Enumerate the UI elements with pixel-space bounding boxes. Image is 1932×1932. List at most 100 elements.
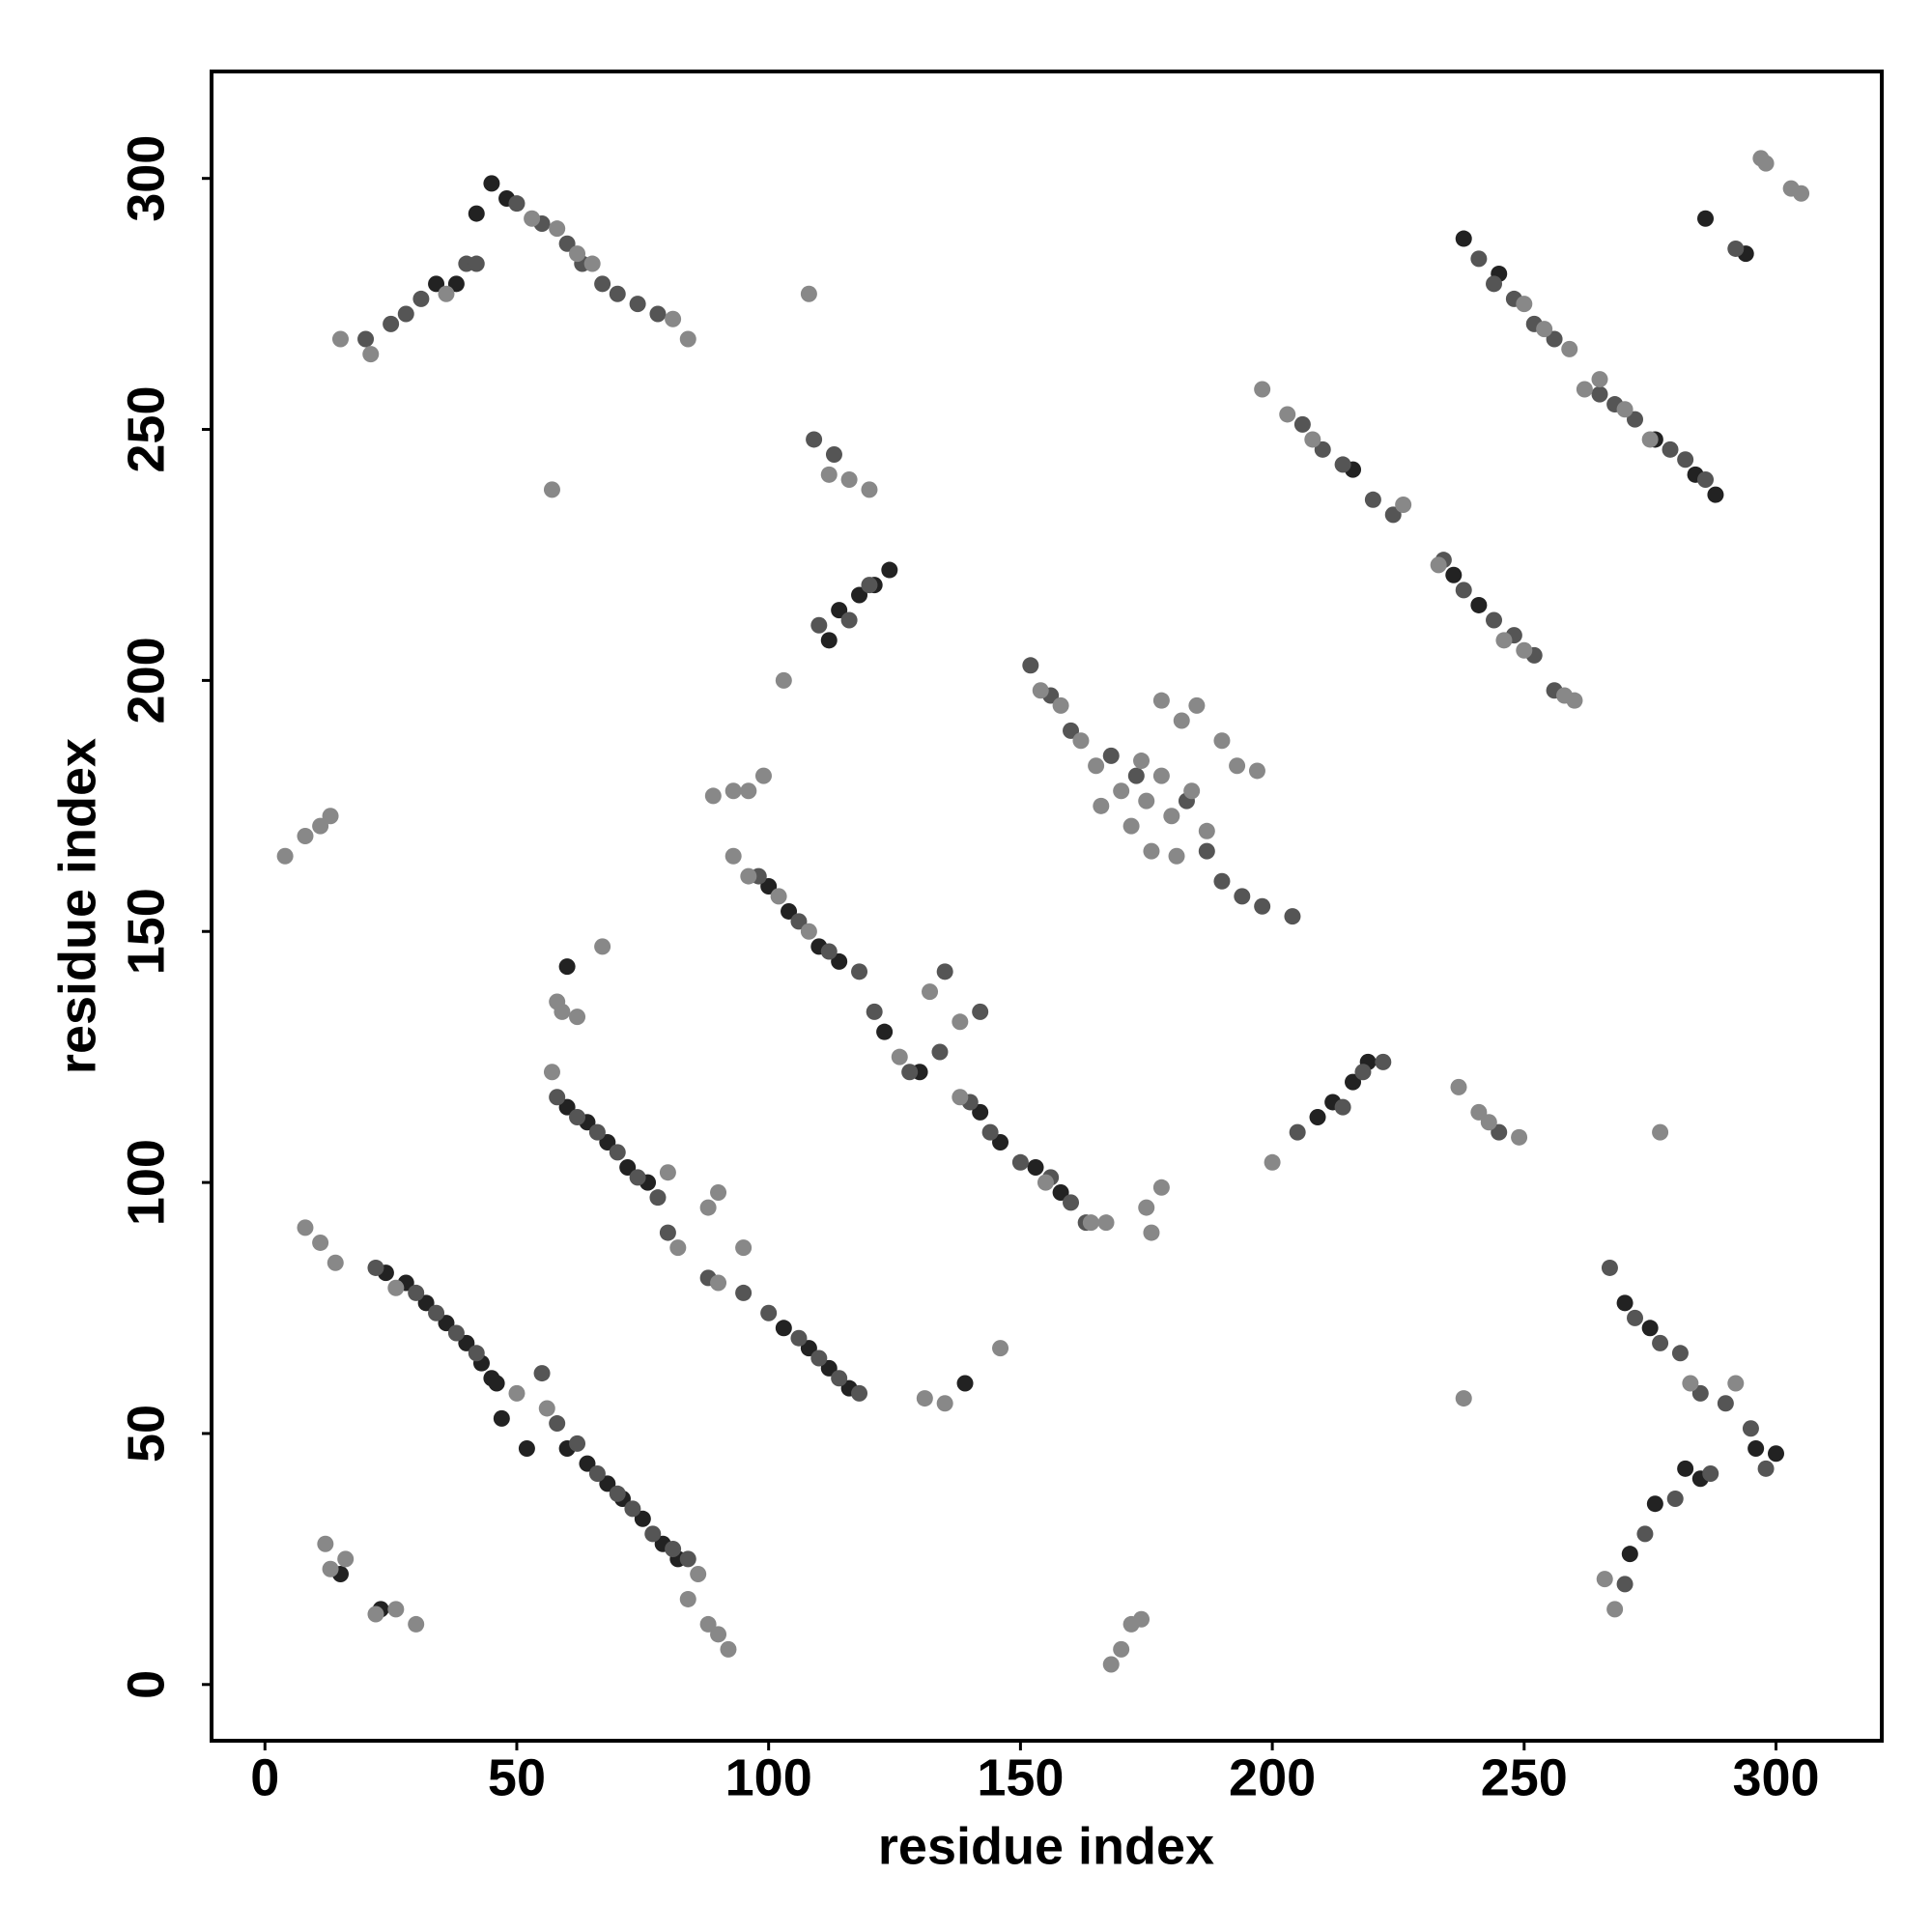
point xyxy=(357,330,375,348)
point xyxy=(609,1144,626,1161)
point xyxy=(624,1500,641,1518)
point xyxy=(428,1304,445,1321)
point xyxy=(1516,641,1533,659)
point xyxy=(1289,1123,1306,1141)
point xyxy=(1375,1053,1392,1070)
point xyxy=(483,175,500,192)
point xyxy=(594,275,611,293)
point xyxy=(1662,440,1679,458)
point xyxy=(876,1023,894,1040)
point xyxy=(992,1134,1009,1151)
x-tick-label: 300 xyxy=(1732,1748,1819,1806)
point xyxy=(1229,757,1246,775)
point xyxy=(831,602,848,619)
point xyxy=(579,1455,596,1472)
point xyxy=(800,1340,817,1357)
point xyxy=(458,1334,475,1351)
point xyxy=(549,1415,566,1433)
point xyxy=(1122,817,1140,835)
point xyxy=(866,1003,883,1020)
point xyxy=(1309,1109,1326,1126)
point xyxy=(840,611,858,629)
point xyxy=(1470,250,1488,268)
point xyxy=(1254,897,1271,915)
point xyxy=(679,1590,696,1607)
point xyxy=(447,275,465,293)
point xyxy=(981,1123,999,1141)
y-tick-label: 0 xyxy=(117,1670,175,1699)
point xyxy=(659,1164,676,1181)
point xyxy=(1606,1601,1624,1618)
point xyxy=(1113,782,1130,800)
y-tick-label: 250 xyxy=(117,385,175,472)
point xyxy=(629,296,646,313)
point xyxy=(1102,1656,1120,1673)
point xyxy=(1596,1571,1613,1588)
point xyxy=(1616,1576,1634,1593)
point xyxy=(810,616,828,634)
point xyxy=(599,1475,616,1492)
point xyxy=(710,1183,727,1201)
point xyxy=(1163,808,1180,825)
point xyxy=(740,782,757,800)
point xyxy=(609,285,626,302)
point xyxy=(956,1375,974,1392)
point xyxy=(710,1626,727,1643)
point xyxy=(387,1279,405,1296)
point xyxy=(588,1465,606,1483)
point xyxy=(397,305,414,323)
point xyxy=(1138,1199,1155,1216)
point xyxy=(669,1239,687,1257)
point xyxy=(1430,556,1447,574)
point xyxy=(1536,321,1553,338)
point xyxy=(1727,1375,1745,1392)
point xyxy=(594,938,611,955)
point xyxy=(1063,1194,1080,1211)
point xyxy=(438,285,455,302)
point xyxy=(1152,767,1170,784)
point xyxy=(820,466,838,483)
point xyxy=(588,1123,606,1141)
point xyxy=(1511,1128,1528,1146)
point xyxy=(297,828,314,845)
point xyxy=(1652,1123,1669,1141)
point xyxy=(1345,1073,1362,1091)
point xyxy=(1641,1320,1659,1337)
point xyxy=(1264,1153,1281,1171)
point xyxy=(543,1064,560,1081)
y-tick-label: 200 xyxy=(117,637,175,724)
point xyxy=(1052,696,1069,714)
point xyxy=(1445,566,1463,583)
point xyxy=(936,963,953,980)
point xyxy=(1022,657,1039,674)
point xyxy=(322,808,339,825)
point xyxy=(800,923,817,940)
point xyxy=(704,787,722,805)
point xyxy=(891,1048,908,1065)
point xyxy=(1027,1159,1044,1177)
point xyxy=(790,1329,808,1347)
point xyxy=(518,1440,535,1458)
x-tick-label: 100 xyxy=(725,1748,812,1806)
x-tick-label: 0 xyxy=(250,1748,279,1806)
point xyxy=(1102,747,1120,764)
point xyxy=(1032,682,1049,699)
point xyxy=(724,847,742,865)
point xyxy=(1455,1390,1472,1407)
point xyxy=(1561,340,1578,357)
point xyxy=(810,1350,828,1367)
point xyxy=(806,431,823,448)
point xyxy=(931,1043,949,1061)
point xyxy=(936,1395,953,1412)
point xyxy=(1627,1309,1644,1326)
point xyxy=(558,958,576,976)
point xyxy=(1364,491,1381,508)
y-tick-label: 300 xyxy=(117,135,175,222)
point xyxy=(508,195,526,213)
point xyxy=(1188,696,1206,714)
point xyxy=(1491,1123,1508,1141)
point xyxy=(1314,440,1331,458)
point xyxy=(735,1284,753,1301)
